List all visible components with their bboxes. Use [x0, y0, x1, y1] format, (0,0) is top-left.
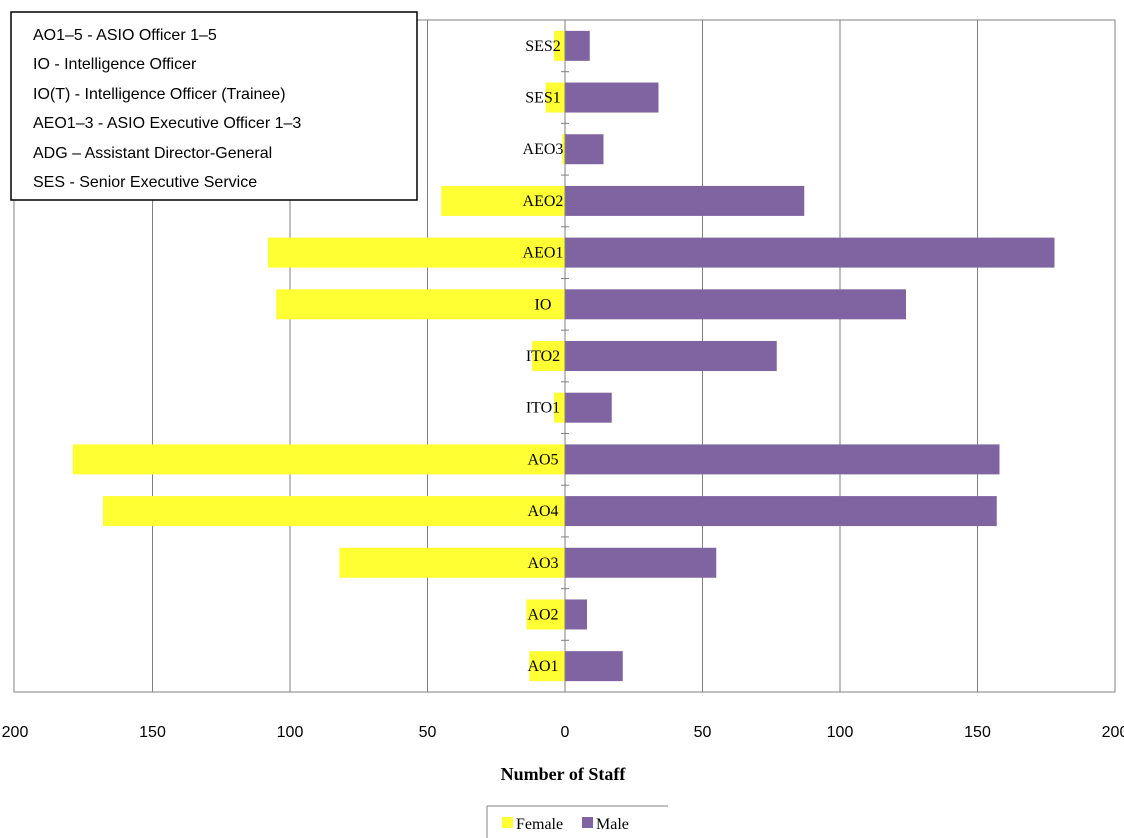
category-label-ao4: AO4: [527, 503, 558, 520]
legend: Female Male: [486, 805, 668, 838]
x-tick-label: 200: [1102, 724, 1124, 741]
bar-male-ito2: [565, 341, 777, 371]
bar-male-io: [565, 289, 906, 320]
bar-male-ao1: [565, 651, 623, 682]
legend-swatch-female: [502, 817, 513, 828]
category-label-ao1: AO1: [527, 658, 558, 675]
bar-male-ses2: [565, 30, 590, 61]
bar-female-ao3: [339, 547, 565, 578]
bar-male-ses1: [565, 82, 659, 113]
bar-male-ao5: [565, 444, 1000, 475]
bar-male-aeo1: [565, 237, 1055, 268]
center-axis-ticks: [561, 19, 569, 693]
bar-female-ao4: [103, 496, 565, 527]
note-line: SES - Senior Executive Service: [33, 174, 257, 191]
category-label-aeo1: AEO1: [523, 245, 564, 262]
x-tick-label: 150: [964, 724, 991, 741]
notes-box: AO1–5 - ASIO Officer 1–5 IO - Intelligen…: [10, 11, 418, 201]
x-tick-labels: 200 150 100 50 0 50 100 150 200: [2, 724, 1124, 741]
bar-female-ao1: [529, 651, 565, 682]
bar-male-ito1: [565, 392, 612, 423]
category-label-ito2: ITO2: [526, 348, 560, 365]
category-label-aeo3: AEO3: [523, 141, 564, 158]
bar-female-ito1: [554, 392, 565, 423]
note-line: IO(T) - Intelligence Officer (Trainee): [33, 86, 286, 103]
category-label-ao3: AO3: [527, 555, 558, 572]
note-line: IO - Intelligence Officer: [33, 56, 197, 73]
x-tick-label: 50: [694, 724, 712, 741]
legend-label-male: Male: [596, 816, 629, 833]
bar-male-aeo2: [565, 185, 805, 216]
category-label-ses2: SES2: [525, 38, 561, 55]
bar-female-ito2: [532, 341, 565, 371]
x-tick-label: 100: [277, 724, 304, 741]
bar-female-ao5: [72, 444, 565, 475]
bars: [72, 30, 1055, 682]
bar-male-ao2: [565, 599, 587, 630]
bar-male-ao3: [565, 547, 717, 578]
x-axis-title: Number of Staff: [501, 764, 627, 784]
bar-male-aeo3: [565, 134, 604, 165]
bar-female-aeo2: [441, 185, 565, 216]
legend-label-female: Female: [516, 816, 563, 833]
bar-female-ao2: [526, 599, 565, 630]
category-label-aeo2: AEO2: [523, 193, 564, 210]
bar-female-ses2: [554, 30, 565, 61]
category-label-ses1: SES1: [525, 90, 561, 107]
category-label-ito1: ITO1: [526, 400, 560, 417]
category-label-ao5: AO5: [527, 451, 558, 468]
bar-male-ao4: [565, 496, 997, 527]
note-line: AO1–5 - ASIO Officer 1–5: [33, 27, 217, 44]
x-tick-label: 150: [139, 724, 166, 741]
bar-female-io: [276, 289, 565, 320]
category-label-ao2: AO2: [527, 606, 558, 623]
x-tick-label: 200: [2, 724, 29, 741]
category-label-io: IO: [535, 296, 552, 313]
note-line: AEO1–3 - ASIO Executive Officer 1–3: [33, 115, 301, 132]
bar-female-ses1: [545, 82, 565, 113]
bar-female-aeo3: [562, 134, 565, 165]
x-tick-label: 100: [827, 724, 854, 741]
category-labels: SES2 SES1 AEO3 AEO2 AEO1 IO ITO2 ITO1 AO5 AO4 AO3 A…: [523, 38, 564, 675]
note-line: ADG – Assistant Director-General: [33, 145, 272, 162]
bar-female-aeo1: [268, 237, 565, 268]
legend-swatch-male: [582, 817, 593, 828]
x-tick-label: 0: [561, 724, 570, 741]
x-tick-label: 50: [419, 724, 437, 741]
